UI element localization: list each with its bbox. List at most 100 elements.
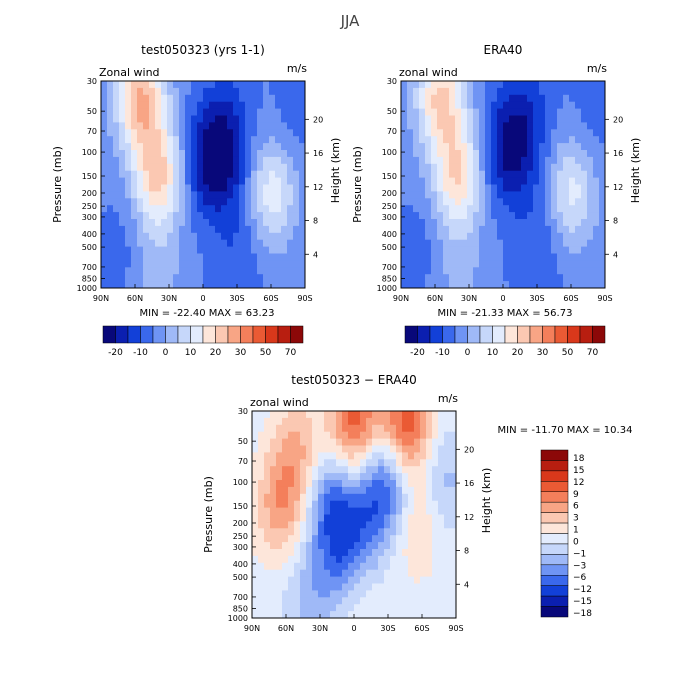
field-cell xyxy=(432,604,439,612)
field-cell xyxy=(569,136,576,144)
field-cell xyxy=(420,452,427,460)
field-cell xyxy=(437,198,444,206)
field-cell xyxy=(432,438,439,446)
field-cell xyxy=(485,94,492,103)
field-cell xyxy=(450,411,457,419)
field-cell xyxy=(324,431,331,439)
field-cell xyxy=(330,424,337,433)
field-cell xyxy=(155,143,162,151)
field-cell xyxy=(378,521,385,529)
field-cell xyxy=(227,150,234,158)
field-cell xyxy=(354,521,361,529)
field-cell xyxy=(306,411,313,419)
field-cell xyxy=(384,445,391,453)
field-cell xyxy=(167,205,174,213)
field-cell xyxy=(299,156,306,165)
field-cell xyxy=(449,150,456,158)
field-cell xyxy=(479,143,486,151)
field-cell xyxy=(354,417,361,426)
field-cell xyxy=(215,232,222,241)
field-cell xyxy=(539,108,546,116)
field-cell xyxy=(185,81,192,89)
field-cell xyxy=(209,198,216,206)
field-cell xyxy=(264,597,271,605)
field-cell xyxy=(197,253,204,261)
field-cell xyxy=(557,87,564,96)
field-cell xyxy=(300,542,307,550)
field-cell xyxy=(521,156,528,165)
field-cell xyxy=(431,232,438,241)
field-cell xyxy=(276,438,283,446)
field-cell xyxy=(107,163,114,172)
field-cell xyxy=(275,225,282,234)
field-cell xyxy=(137,274,144,282)
field-cell xyxy=(539,205,546,213)
field-cell xyxy=(312,424,319,433)
field-cell xyxy=(300,549,307,557)
field-cell xyxy=(300,528,307,536)
field-cell xyxy=(185,267,192,275)
field-cell xyxy=(203,177,210,185)
field-cell xyxy=(312,452,319,460)
field-cell xyxy=(593,163,600,172)
field-cell xyxy=(390,549,397,557)
field-cell xyxy=(515,205,522,213)
field-cell xyxy=(251,143,258,151)
field-cell xyxy=(425,122,432,130)
field-cell xyxy=(275,170,282,178)
field-cell xyxy=(113,156,120,165)
field-cell xyxy=(569,212,576,220)
field-cell xyxy=(408,507,415,515)
x-tick-label: 30N xyxy=(161,294,177,303)
field-cell xyxy=(131,225,138,234)
field-cell xyxy=(276,424,283,433)
field-cell xyxy=(258,514,265,522)
field-cell xyxy=(269,184,276,192)
field-cell xyxy=(563,170,570,178)
field-cell xyxy=(252,576,259,584)
x-tick-label: 0 xyxy=(351,624,356,633)
field-cell xyxy=(581,253,588,261)
field-cell xyxy=(251,260,258,268)
field-cell xyxy=(407,198,414,206)
field-cell xyxy=(185,232,192,241)
field-cell xyxy=(318,500,325,508)
field-cell xyxy=(431,156,438,165)
field-cell xyxy=(137,156,144,165)
y-tick-label: 70 xyxy=(387,127,397,136)
field-cell xyxy=(197,143,204,151)
field-cell xyxy=(239,150,246,158)
field-cell xyxy=(209,163,216,172)
field-cell xyxy=(419,281,426,289)
field-cell xyxy=(413,205,420,213)
field-cell xyxy=(167,87,174,96)
field-cell xyxy=(300,473,307,481)
field-cell xyxy=(455,212,462,220)
field-cell xyxy=(312,590,319,598)
y-tick-label: 400 xyxy=(233,560,248,569)
field-cell xyxy=(563,163,570,172)
field-cell xyxy=(485,115,492,123)
field-cell xyxy=(251,267,258,275)
field-cell xyxy=(221,81,228,89)
field-cell xyxy=(173,150,180,158)
field-cell xyxy=(131,87,138,96)
y-tick-label: 300 xyxy=(233,543,248,552)
field-cell xyxy=(342,604,349,612)
field-cell xyxy=(179,225,186,234)
field-cell xyxy=(575,198,582,206)
field-cell xyxy=(215,143,222,151)
field-cell xyxy=(107,219,114,227)
field-cell xyxy=(354,611,361,619)
field-cell xyxy=(258,493,265,502)
field-cell xyxy=(390,486,397,495)
field-cell xyxy=(185,108,192,116)
field-cell xyxy=(419,219,426,227)
field-cell xyxy=(282,549,289,557)
field-cell xyxy=(203,87,210,96)
y-axis-label: Pressure (mb) xyxy=(351,146,364,223)
field-cell xyxy=(396,480,403,488)
field-cell xyxy=(348,542,355,550)
field-cell xyxy=(509,170,516,178)
field-cell xyxy=(299,274,306,282)
